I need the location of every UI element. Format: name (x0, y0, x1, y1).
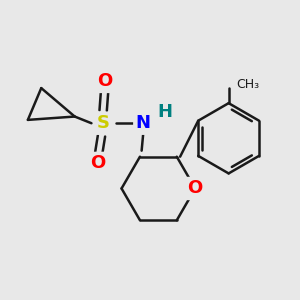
Text: H: H (158, 103, 172, 121)
Text: O: O (188, 179, 203, 197)
Text: CH₃: CH₃ (236, 78, 259, 91)
Text: O: O (97, 72, 112, 90)
Text: N: N (136, 114, 151, 132)
Text: O: O (91, 154, 106, 172)
Text: S: S (97, 114, 110, 132)
